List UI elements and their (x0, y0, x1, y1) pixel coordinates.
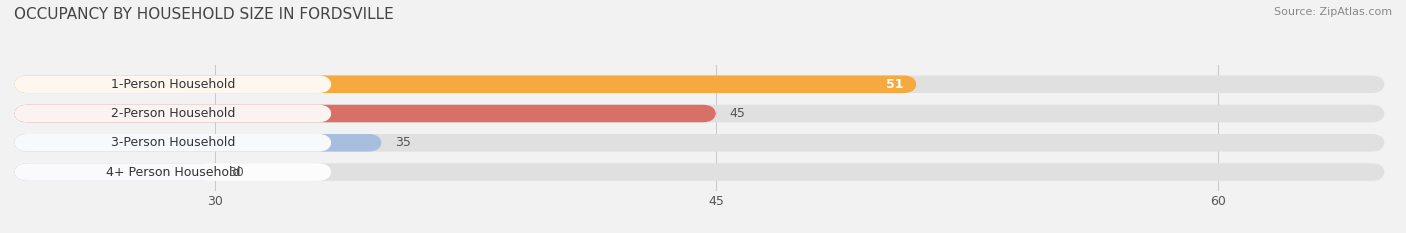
FancyBboxPatch shape (14, 75, 1385, 93)
FancyBboxPatch shape (14, 75, 332, 93)
Text: 4+ Person Household: 4+ Person Household (105, 165, 240, 178)
FancyBboxPatch shape (14, 134, 1385, 151)
FancyBboxPatch shape (14, 163, 332, 181)
Text: 3-Person Household: 3-Person Household (111, 136, 235, 149)
Text: OCCUPANCY BY HOUSEHOLD SIZE IN FORDSVILLE: OCCUPANCY BY HOUSEHOLD SIZE IN FORDSVILL… (14, 7, 394, 22)
Text: 1-Person Household: 1-Person Household (111, 78, 235, 91)
FancyBboxPatch shape (14, 105, 1385, 122)
FancyBboxPatch shape (14, 134, 382, 151)
Text: 45: 45 (730, 107, 745, 120)
FancyBboxPatch shape (14, 134, 332, 151)
Text: 2-Person Household: 2-Person Household (111, 107, 235, 120)
FancyBboxPatch shape (14, 163, 1385, 181)
Text: 35: 35 (395, 136, 411, 149)
FancyBboxPatch shape (14, 163, 215, 181)
FancyBboxPatch shape (14, 105, 716, 122)
Text: 51: 51 (886, 78, 904, 91)
Text: Source: ZipAtlas.com: Source: ZipAtlas.com (1274, 7, 1392, 17)
FancyBboxPatch shape (14, 105, 332, 122)
FancyBboxPatch shape (14, 75, 917, 93)
Text: 30: 30 (228, 165, 243, 178)
